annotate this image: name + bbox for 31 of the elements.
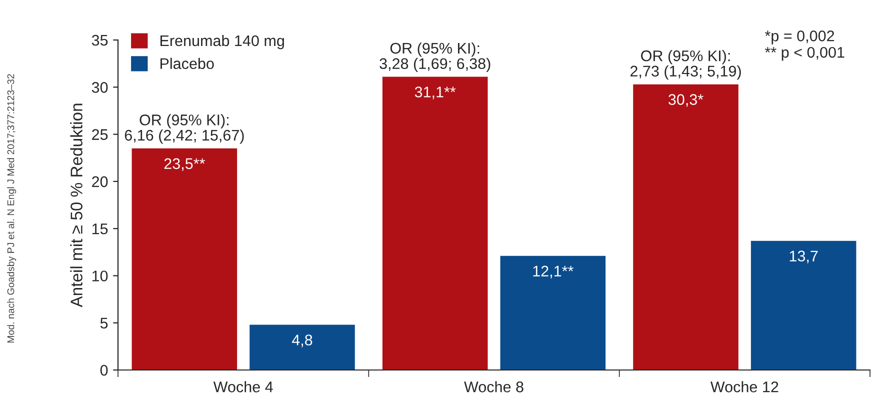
- annotation: OR (95% KI): 3,28 (1,69; 6,38): [380, 42, 490, 72]
- annotation: OR (95% KI): 6,16 (2,42; 15,67): [124, 114, 244, 144]
- legend-label: Placebo: [160, 58, 214, 70]
- y-tick-label: 5: [100, 318, 108, 329]
- bar: [382, 76, 488, 370]
- y-tick-label: 30: [92, 82, 108, 93]
- y-tick-label: 15: [92, 224, 108, 234]
- bar: [132, 148, 238, 370]
- bar: [633, 84, 738, 370]
- y-tick-label: 0: [100, 364, 108, 376]
- y-tick-label: 35: [92, 34, 108, 46]
- y-tick-label: 10: [92, 270, 108, 282]
- text: Mod. nach Goadsby PJ et al. N Engl J Med 2017;377:2123–32: [7, 74, 16, 343]
- y-tick-label: 20: [92, 176, 108, 188]
- y-axis-title: Anteil mit ≥ 50 % Reduktion: [70, 104, 82, 308]
- x-tick-label: Woche 4: [213, 381, 273, 392]
- annotation: *p = 0,002 ** p < 0,001: [764, 30, 844, 61]
- data-label: 31,1**: [414, 86, 456, 100]
- data-label: 30,3*: [668, 94, 704, 107]
- y-tick-label: 25: [92, 129, 108, 140]
- bar: [500, 256, 606, 370]
- data-label: 4,8: [292, 334, 312, 348]
- data-label: 23,5**: [164, 158, 205, 171]
- legend-label: Erenumab 140 mg: [160, 34, 284, 50]
- annotation: OR (95% KI): 2,73 (1,43; 5,19): [630, 50, 741, 80]
- x-tick-label: Woche 8: [464, 381, 524, 392]
- bar: [750, 240, 856, 370]
- bar: [250, 324, 355, 370]
- x-tick-label: Woche 12: [710, 381, 778, 392]
- data-label: 13,7: [790, 250, 818, 264]
- data-label: 12,1**: [533, 266, 574, 278]
